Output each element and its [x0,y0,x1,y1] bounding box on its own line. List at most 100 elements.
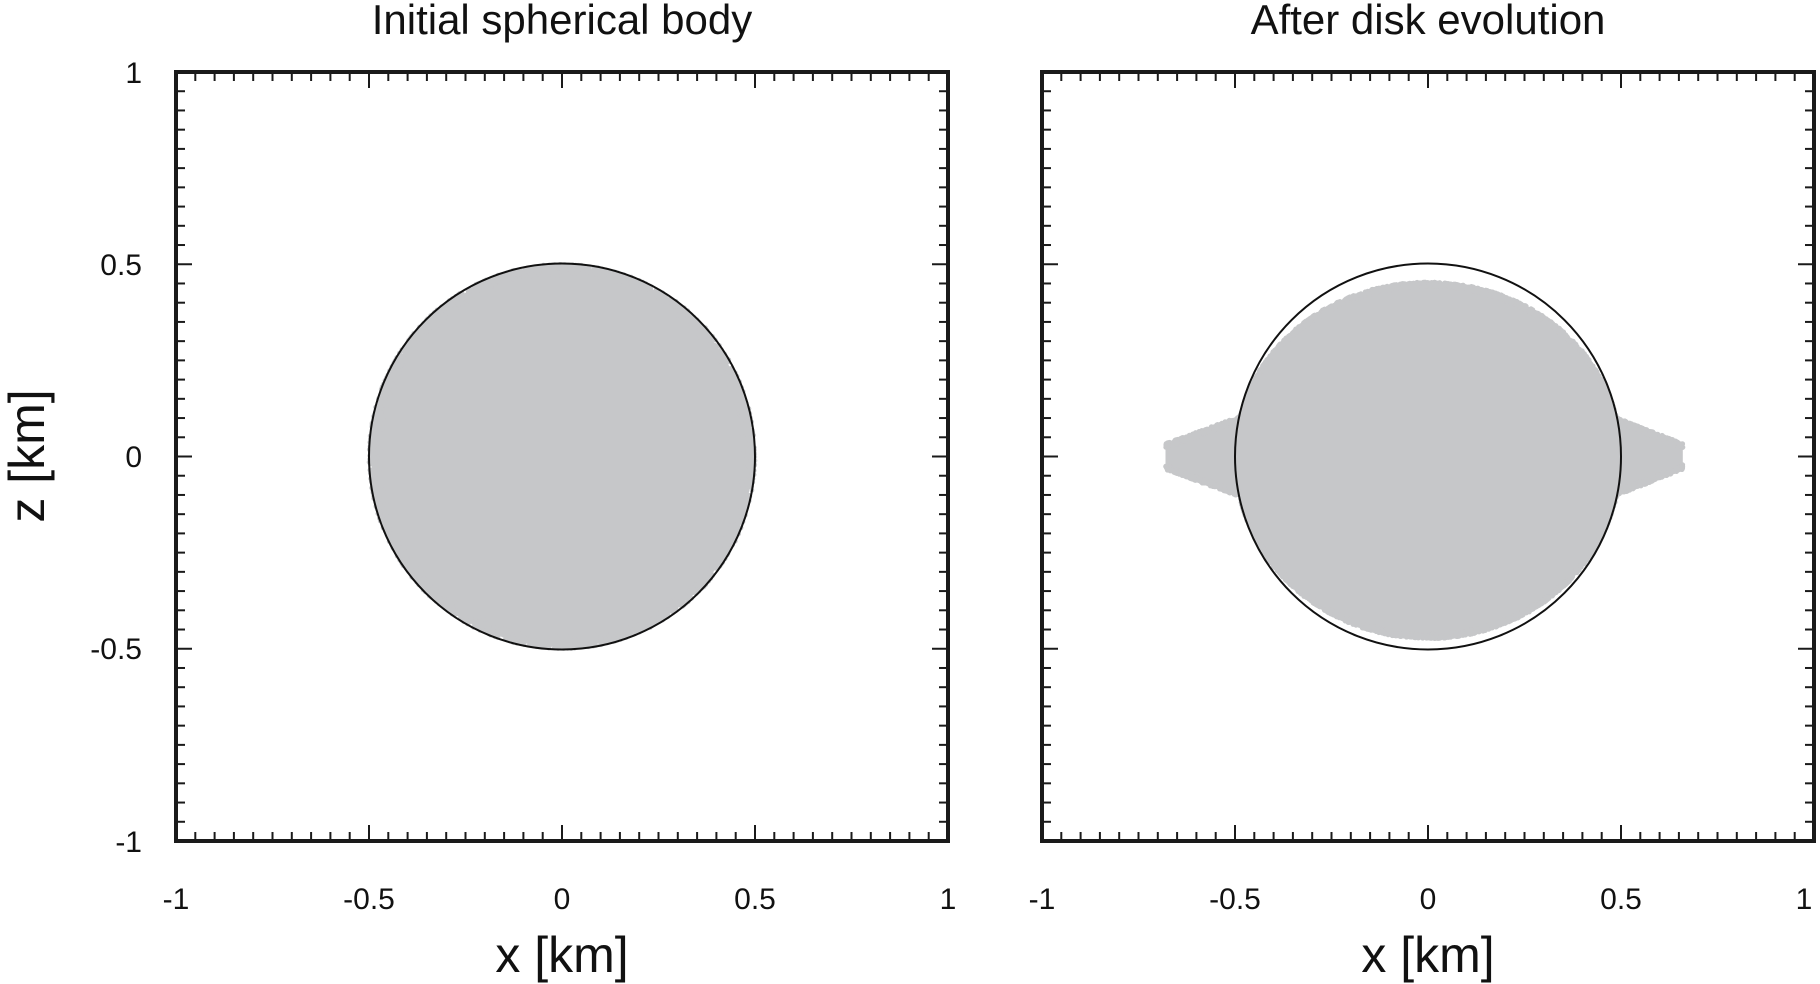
particle [714,547,720,553]
particle [501,278,506,284]
particle [418,568,424,574]
particle [467,291,473,297]
particle [394,369,400,375]
particle [728,523,733,529]
particle [669,307,674,313]
particle [376,422,382,427]
particle [454,604,460,610]
particle [370,437,375,443]
particle [380,398,386,404]
particle [376,430,382,436]
particle [480,624,486,630]
particle [377,403,383,408]
particle [741,490,746,496]
particle [382,502,388,507]
particle [552,633,558,639]
particle [698,573,703,579]
particle [643,294,649,299]
particle [713,564,719,570]
particle [426,584,431,590]
x-tick-label: -1 [163,883,190,916]
particle [372,443,377,449]
particle [412,342,418,347]
particle [721,357,727,363]
particle [546,273,551,279]
particle [395,374,400,379]
particle [567,644,573,650]
particle [750,462,755,468]
particle [438,316,444,321]
y-tick-label: 1 [125,57,142,90]
particle [594,637,599,643]
particle [436,589,442,595]
particle [742,498,748,504]
particle [664,303,670,308]
particle [539,636,544,642]
particle [647,290,652,296]
particle [693,582,699,588]
y-axis-label: z [km] [0,389,55,522]
particle [748,455,754,461]
particle [620,633,626,639]
particle [720,547,726,553]
particle [637,627,643,633]
particle [553,269,559,275]
particle [399,362,405,368]
particle [742,457,748,463]
particle [682,588,688,594]
particle [388,398,393,403]
particle [380,416,386,422]
particle [744,431,750,437]
particle [708,338,713,343]
particle [715,560,721,566]
particle [372,482,378,488]
particle [379,449,385,455]
particle [678,601,684,606]
particle [426,578,432,583]
particle [735,390,741,396]
particle [604,270,609,276]
particle [734,402,740,408]
particle [688,325,693,331]
particle [726,382,732,388]
particle [734,496,740,502]
particle [610,279,616,285]
particle [679,312,685,318]
particle [733,528,739,534]
particle [740,404,745,410]
particle [583,642,588,647]
particle [740,412,746,418]
particle [375,446,381,452]
particle [640,621,646,627]
particle [744,413,750,419]
particle [488,288,494,293]
particle [646,623,651,629]
particle [386,524,392,529]
particle [674,594,680,600]
particle [502,632,508,638]
particle [636,290,641,296]
particle [710,344,716,350]
particle [374,412,380,418]
particle [579,273,585,279]
particle [549,634,554,640]
particle [723,543,729,549]
particle [628,620,634,625]
particle [413,334,418,340]
particle [534,638,540,644]
particle [377,501,383,507]
particle [598,635,604,641]
particle [495,278,501,284]
particle [454,607,460,613]
particle [375,469,381,475]
particle [739,394,745,400]
particle [743,494,748,500]
particle [541,269,547,275]
particle [748,449,754,455]
particle [745,461,750,467]
particle [477,282,483,288]
particle [464,294,470,300]
particle [460,292,466,298]
particle [745,424,751,430]
particle [541,264,547,270]
